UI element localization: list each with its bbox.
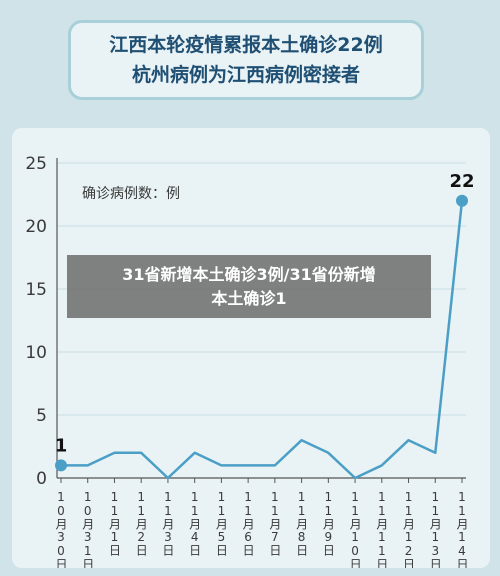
x-tick-label: 10月31日 — [81, 490, 95, 568]
x-tick-label: 11月4日 — [188, 490, 202, 556]
series-path — [61, 200, 464, 480]
title-line-1: 江西本轮疫情累报本土确诊22例 — [109, 34, 383, 56]
x-tick-label: 11月9日 — [321, 490, 335, 556]
x-tick-label: 11月14日 — [455, 490, 469, 568]
news-headline-overlay: 31省新增本土确诊3例/31省份新增 本土确诊1 — [67, 255, 431, 318]
data-labels: 1 22 — [55, 171, 475, 457]
data-label: 22 — [449, 171, 474, 192]
unit-label: 确诊病例数：例 — [82, 186, 180, 202]
title-card: 江西本轮疫情累报本土确诊22例 杭州病例为江西病例密接者 — [68, 20, 424, 100]
y-tick-label: 0 — [36, 469, 47, 489]
data-points — [55, 194, 468, 472]
y-tick-label: 20 — [25, 217, 47, 237]
y-tick-label: 10 — [25, 343, 47, 363]
data-label: 1 — [55, 435, 68, 456]
overlay-line-2: 本土确诊1 — [211, 288, 287, 308]
x-tick-label: 11月8日 — [295, 490, 309, 556]
x-tick-label: 11月12日 — [402, 490, 416, 568]
x-tick-label: 11月2日 — [134, 490, 148, 556]
y-tick-label: 5 — [36, 406, 47, 426]
line-chart: 确诊病例数：例 0 5 10 15 20 25 10月30日 10月31日 11月1日 11月2… — [25, 154, 475, 568]
x-tick-label: 10月30日 — [54, 490, 68, 568]
y-tick-label: 25 — [25, 154, 47, 174]
data-point — [55, 459, 67, 472]
axes — [56, 158, 466, 483]
y-tick-labels: 0 5 10 15 20 25 — [25, 154, 47, 489]
y-tick-label: 15 — [25, 280, 47, 300]
series-line — [61, 200, 464, 480]
x-tick-label: 11月7日 — [268, 490, 282, 556]
chart-panel: 确诊病例数：例 0 5 10 15 20 25 10月30日 10月31日 11月1日 11月2… — [12, 128, 490, 568]
x-tick-label: 11月10日 — [348, 490, 362, 568]
x-tick-label: 11月6日 — [241, 490, 255, 556]
x-tick-labels: 10月30日 10月31日 11月1日 11月2日 11月3日 11月4日 11月5日 11月… — [54, 490, 469, 568]
x-tick-label: 11月3日 — [161, 490, 175, 556]
x-tick-label: 11月13日 — [428, 490, 442, 568]
x-tick-label: 11月11日 — [375, 490, 389, 568]
x-tick-label: 11月5日 — [214, 490, 228, 556]
x-tick-label: 11月1日 — [107, 490, 121, 556]
overlay-line-1: 31省新增本土确诊3例/31省份新增 — [122, 264, 376, 284]
data-point — [456, 194, 468, 207]
title-line-2: 杭州病例为江西病例密接者 — [131, 64, 360, 86]
